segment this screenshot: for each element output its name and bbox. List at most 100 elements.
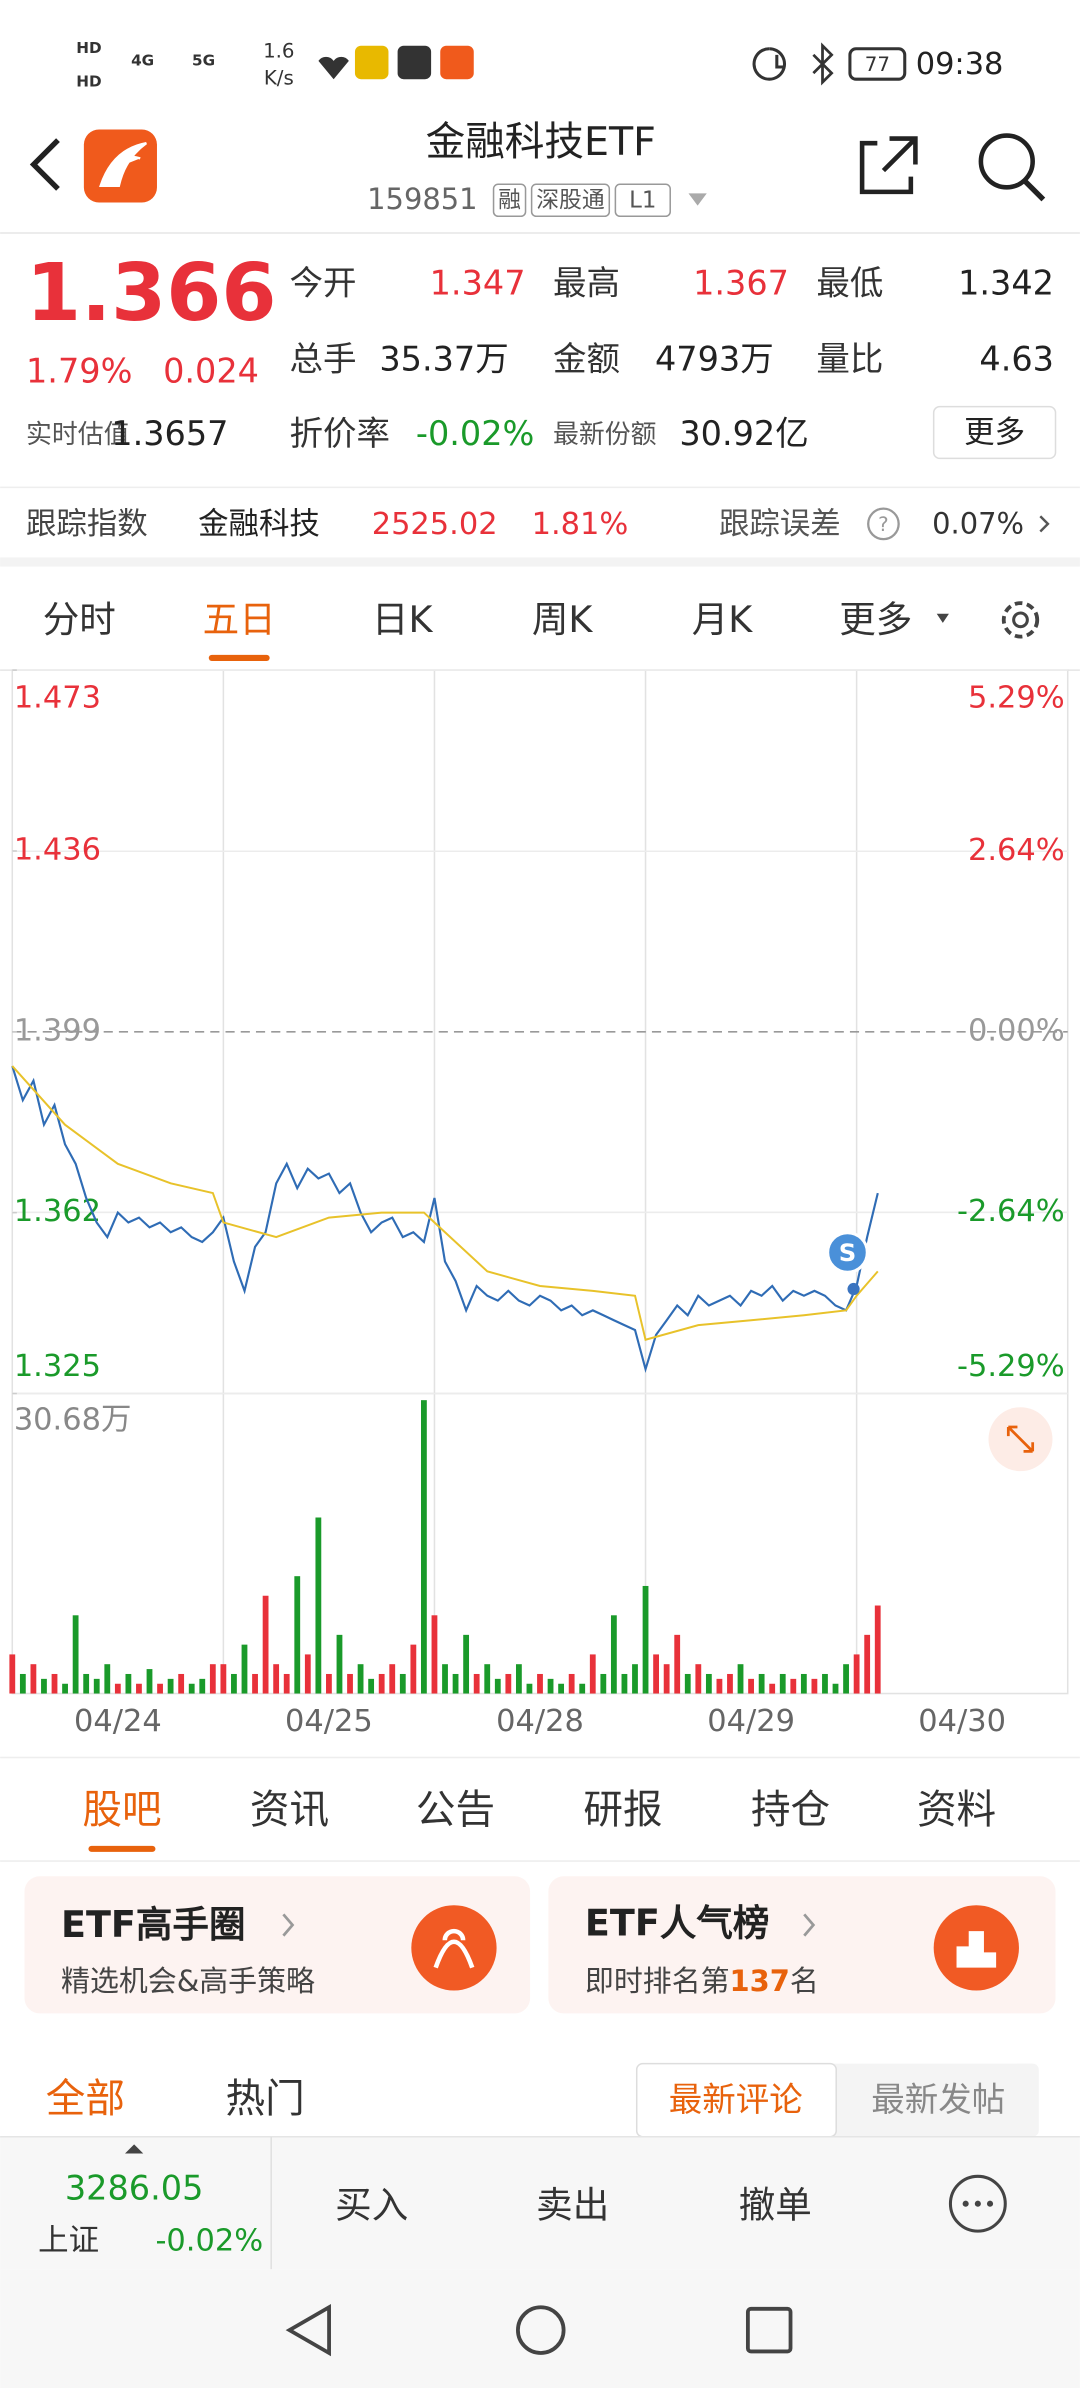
sort-option[interactable]: 最新发帖 (871, 2080, 1005, 2119)
field-value: 35.37万 (379, 339, 508, 378)
chart-tab[interactable]: 日K (372, 598, 434, 641)
dropdown-icon[interactable] (688, 193, 707, 206)
volume-bar (790, 1678, 797, 1694)
volume-bar (632, 1664, 638, 1694)
settings-center (1012, 611, 1029, 629)
volume-bar (853, 1654, 860, 1694)
more-actions[interactable] (948, 2174, 1007, 2233)
help-icon[interactable] (867, 507, 900, 541)
volume-max-label: 30.68万 (14, 1402, 132, 1437)
volume-bar (220, 1664, 227, 1694)
card-title[interactable]: ETF高手圈 (61, 1903, 246, 1946)
volume-bar (273, 1664, 280, 1694)
dot (974, 2200, 981, 2207)
volume-bar (526, 1683, 533, 1694)
chart-tab[interactable]: 五日 (203, 598, 276, 641)
field-label: 金额 (553, 339, 620, 378)
volume-bar (515, 1664, 522, 1694)
volume-bar (727, 1673, 733, 1694)
volume-bar (104, 1664, 111, 1694)
trade-action[interactable]: 买入 (335, 2183, 408, 2226)
field-label: 量比 (816, 339, 883, 378)
badge-label: L1 (629, 188, 656, 214)
volume-bar (463, 1634, 470, 1694)
card-title[interactable]: ETF人气榜 (585, 1902, 770, 1945)
circle-glyph (433, 1928, 475, 1969)
field-value: 4.63 (979, 339, 1054, 378)
volume-bar (822, 1673, 828, 1694)
x-tick-label: 04/28 (496, 1704, 584, 1739)
network-label: HD (76, 73, 101, 91)
volume-bar (146, 1669, 153, 1694)
app-icon (397, 45, 432, 80)
badge-label: 深股通 (536, 188, 605, 214)
chart-tab[interactable]: 分时 (43, 598, 116, 641)
volume-bar (769, 1683, 776, 1694)
more-button[interactable] (932, 405, 1057, 460)
field-value: 1.367 (693, 263, 789, 302)
nav-home[interactable] (516, 2305, 566, 2355)
content-tab[interactable]: 研报 (583, 1787, 662, 1833)
field-value: -0.02% (416, 414, 535, 453)
volume-bar (452, 1673, 459, 1694)
content-tab[interactable]: 持仓 (751, 1787, 830, 1833)
card[interactable] (548, 1876, 1056, 2014)
tracking-value: 2525.02 (372, 507, 498, 542)
battery-level: 77 (865, 53, 890, 76)
badge (530, 183, 611, 218)
y2-tick-label: 5.29% (968, 681, 1065, 716)
content-tab[interactable]: 股吧 (82, 1787, 161, 1833)
content-tab[interactable]: 公告 (416, 1787, 495, 1833)
chart-tab[interactable]: 周K (532, 598, 594, 641)
volume-bar (473, 1673, 480, 1694)
field-label: 最低 (816, 263, 883, 302)
x-tick-label: 04/29 (707, 1704, 795, 1739)
volume-bar (241, 1644, 248, 1694)
card-subtitle: 精选机会&高手策略 (61, 1964, 315, 1998)
card[interactable] (24, 1876, 531, 2014)
badge (614, 183, 671, 218)
settings-button[interactable] (1001, 601, 1040, 639)
volume-bar (252, 1673, 258, 1694)
search-button[interactable] (978, 133, 1035, 190)
more-button-label[interactable]: 更多 (964, 416, 1025, 451)
dot (962, 2200, 969, 2207)
volume-bar (653, 1654, 659, 1694)
feed-tab[interactable]: 热门 (226, 2076, 305, 2122)
volume-bar (19, 1673, 26, 1694)
expand-glyph (1006, 1425, 1035, 1453)
sort-option[interactable]: 最新评论 (669, 2080, 803, 2119)
trade-action[interactable]: 卖出 (536, 2183, 609, 2226)
share-button[interactable] (859, 136, 918, 195)
volume-bar (157, 1683, 163, 1694)
event-marker[interactable] (826, 1231, 869, 1274)
fund-code: 159851 (367, 182, 477, 216)
change: 0.024 (163, 352, 259, 391)
volume-bar (547, 1678, 554, 1694)
battery (848, 47, 907, 81)
feed-tab[interactable]: 全部 (46, 2076, 125, 2122)
content-tab[interactable]: 资料 (917, 1787, 996, 1833)
field-label: 实时估值 (26, 420, 130, 450)
volume-bar (748, 1678, 754, 1694)
back-button[interactable] (29, 138, 60, 191)
app-icon (354, 45, 389, 80)
nav-back[interactable] (285, 2303, 331, 2357)
health-icon (318, 56, 349, 80)
nav-recent[interactable] (745, 2306, 793, 2354)
volume-bar (695, 1664, 702, 1694)
trade-action[interactable]: 撤单 (739, 2183, 812, 2226)
volume-bar (779, 1673, 786, 1694)
chart-tab[interactable]: 更多 (839, 598, 912, 641)
card-subtitle: 即时排名第137名 (585, 1964, 819, 1998)
volume-bar (684, 1673, 691, 1694)
tracking-error: 0.07% (932, 506, 1024, 540)
volume-bar (178, 1673, 185, 1694)
average-line (11, 1065, 879, 1341)
chart-tab[interactable]: 月K (692, 598, 754, 641)
volume-bar (41, 1678, 47, 1694)
index-value: 3286.05 (65, 2169, 204, 2208)
content-tab[interactable]: 资讯 (250, 1787, 329, 1833)
nav-bar (0, 2269, 1080, 2388)
